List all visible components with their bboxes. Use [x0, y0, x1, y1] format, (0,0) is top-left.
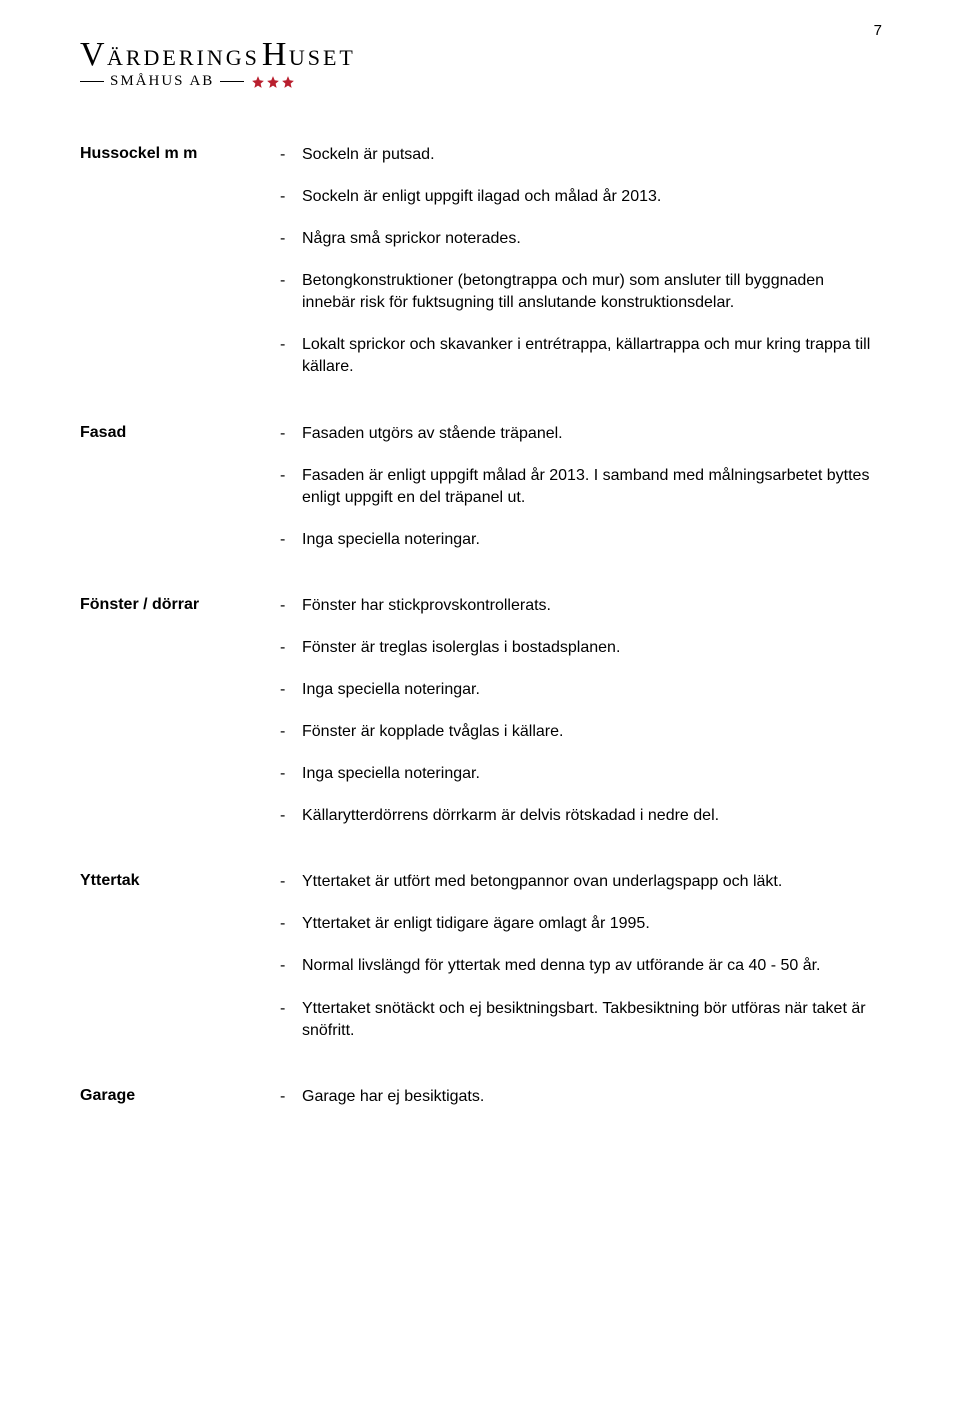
- section: Fasad-Fasaden utgörs av stående träpanel…: [80, 423, 880, 551]
- list-item: -Yttertaket är enligt tidigare ägare oml…: [280, 913, 880, 935]
- list-item-text: Betongkonstruktioner (betongtrappa och m…: [302, 270, 880, 314]
- bullet-dash: -: [280, 465, 302, 487]
- bullet-dash: -: [280, 955, 302, 977]
- logo-sub: SMÅHUS AB: [80, 73, 880, 90]
- section-items: -Garage har ej besiktigats.: [280, 1086, 880, 1108]
- bullet-dash: -: [280, 186, 302, 208]
- section-label: Fönster / dörrar: [80, 595, 280, 614]
- logo-part-0: V: [80, 36, 105, 74]
- bullet-dash: -: [280, 871, 302, 893]
- section: Fönster / dörrar-Fönster har stickprovsk…: [80, 595, 880, 827]
- list-item: -Yttertaket snötäckt och ej besiktningsb…: [280, 998, 880, 1042]
- list-item-text: Sockeln är enligt uppgift ilagad och mål…: [302, 186, 880, 208]
- list-item: -Inga speciella noteringar.: [280, 679, 880, 701]
- list-item-text: Yttertaket snötäckt och ej besiktningsba…: [302, 998, 880, 1042]
- bullet-dash: -: [280, 1086, 302, 1108]
- list-item-text: Yttertaket är utfört med betongpannor ov…: [302, 871, 880, 893]
- list-item-text: Fönster har stickprovskontrollerats.: [302, 595, 880, 617]
- list-item-text: Inga speciella noteringar.: [302, 529, 880, 551]
- star-icon: [266, 75, 280, 89]
- list-item: -Sockeln är putsad.: [280, 144, 880, 166]
- list-item-text: Lokalt sprickor och skavanker i entrétra…: [302, 334, 880, 378]
- section: Hussockel m m-Sockeln är putsad.-Sockeln…: [80, 144, 880, 379]
- bullet-dash: -: [280, 228, 302, 250]
- document-body: Hussockel m m-Sockeln är putsad.-Sockeln…: [80, 144, 880, 1108]
- list-item: -Inga speciella noteringar.: [280, 763, 880, 785]
- logo-part-3: USET: [289, 45, 356, 71]
- list-item-text: Fasaden är enligt uppgift målad år 2013.…: [302, 465, 880, 509]
- bullet-dash: -: [280, 270, 302, 292]
- bullet-dash: -: [280, 637, 302, 659]
- list-item: -Betongkonstruktioner (betongtrappa och …: [280, 270, 880, 314]
- bullet-dash: -: [280, 805, 302, 827]
- list-item-text: Inga speciella noteringar.: [302, 763, 880, 785]
- bullet-dash: -: [280, 998, 302, 1020]
- logo-subtext: SMÅHUS AB: [110, 73, 214, 90]
- section-label: Fasad: [80, 423, 280, 442]
- bullet-dash: -: [280, 913, 302, 935]
- list-item: -Fasaden utgörs av stående träpanel.: [280, 423, 880, 445]
- list-item: -Sockeln är enligt uppgift ilagad och må…: [280, 186, 880, 208]
- star-icon: [251, 75, 265, 89]
- list-item-text: Normal livslängd för yttertak med denna …: [302, 955, 880, 977]
- section: Garage-Garage har ej besiktigats.: [80, 1086, 880, 1108]
- list-item-text: Yttertaket är enligt tidigare ägare omla…: [302, 913, 880, 935]
- bullet-dash: -: [280, 679, 302, 701]
- list-item: -Normal livslängd för yttertak med denna…: [280, 955, 880, 977]
- list-item: -Fasaden är enligt uppgift målad år 2013…: [280, 465, 880, 509]
- list-item: -Lokalt sprickor och skavanker i entrétr…: [280, 334, 880, 378]
- section-items: -Sockeln är putsad.-Sockeln är enligt up…: [280, 144, 880, 379]
- bullet-dash: -: [280, 763, 302, 785]
- list-item: -Inga speciella noteringar.: [280, 529, 880, 551]
- list-item-text: Några små sprickor noterades.: [302, 228, 880, 250]
- list-item-text: Inga speciella noteringar.: [302, 679, 880, 701]
- bullet-dash: -: [280, 721, 302, 743]
- bullet-dash: -: [280, 334, 302, 356]
- section-label: Yttertak: [80, 871, 280, 890]
- section-items: -Fasaden utgörs av stående träpanel.-Fas…: [280, 423, 880, 551]
- list-item-text: Källarytterdörrens dörrkarm är delvis rö…: [302, 805, 880, 827]
- list-item: -Yttertaket är utfört med betongpannor o…: [280, 871, 880, 893]
- section-items: -Yttertaket är utfört med betongpannor o…: [280, 871, 880, 1041]
- bullet-dash: -: [280, 529, 302, 551]
- logo-part-2: H: [262, 36, 287, 74]
- list-item-text: Fönster är kopplade tvåglas i källare.: [302, 721, 880, 743]
- list-item-text: Sockeln är putsad.: [302, 144, 880, 166]
- list-item-text: Fönster är treglas isolerglas i bostadsp…: [302, 637, 880, 659]
- logo-line-left: [80, 81, 104, 83]
- page-number: 7: [874, 22, 882, 39]
- list-item-text: Fasaden utgörs av stående träpanel.: [302, 423, 880, 445]
- section-label: Garage: [80, 1086, 280, 1105]
- bullet-dash: -: [280, 144, 302, 166]
- logo-part-1: ÄRDERINGS: [107, 45, 260, 71]
- bullet-dash: -: [280, 423, 302, 445]
- section-items: -Fönster har stickprovskontrollerats.-Fö…: [280, 595, 880, 827]
- list-item: -Garage har ej besiktigats.: [280, 1086, 880, 1108]
- list-item: -Fönster är treglas isolerglas i bostads…: [280, 637, 880, 659]
- section: Yttertak-Yttertaket är utfört med betong…: [80, 871, 880, 1041]
- list-item: -Fönster är kopplade tvåglas i källare.: [280, 721, 880, 743]
- star-icon: [281, 75, 295, 89]
- list-item: -Fönster har stickprovskontrollerats.: [280, 595, 880, 617]
- logo-main: VÄRDERINGSHUSET: [80, 36, 880, 74]
- list-item: -Källarytterdörrens dörrkarm är delvis r…: [280, 805, 880, 827]
- logo-line-right: [220, 81, 244, 83]
- list-item-text: Garage har ej besiktigats.: [302, 1086, 880, 1108]
- bullet-dash: -: [280, 595, 302, 617]
- list-item: -Några små sprickor noterades.: [280, 228, 880, 250]
- section-label: Hussockel m m: [80, 144, 280, 163]
- company-logo: VÄRDERINGSHUSET SMÅHUS AB: [80, 36, 880, 90]
- logo-stars: [251, 75, 295, 89]
